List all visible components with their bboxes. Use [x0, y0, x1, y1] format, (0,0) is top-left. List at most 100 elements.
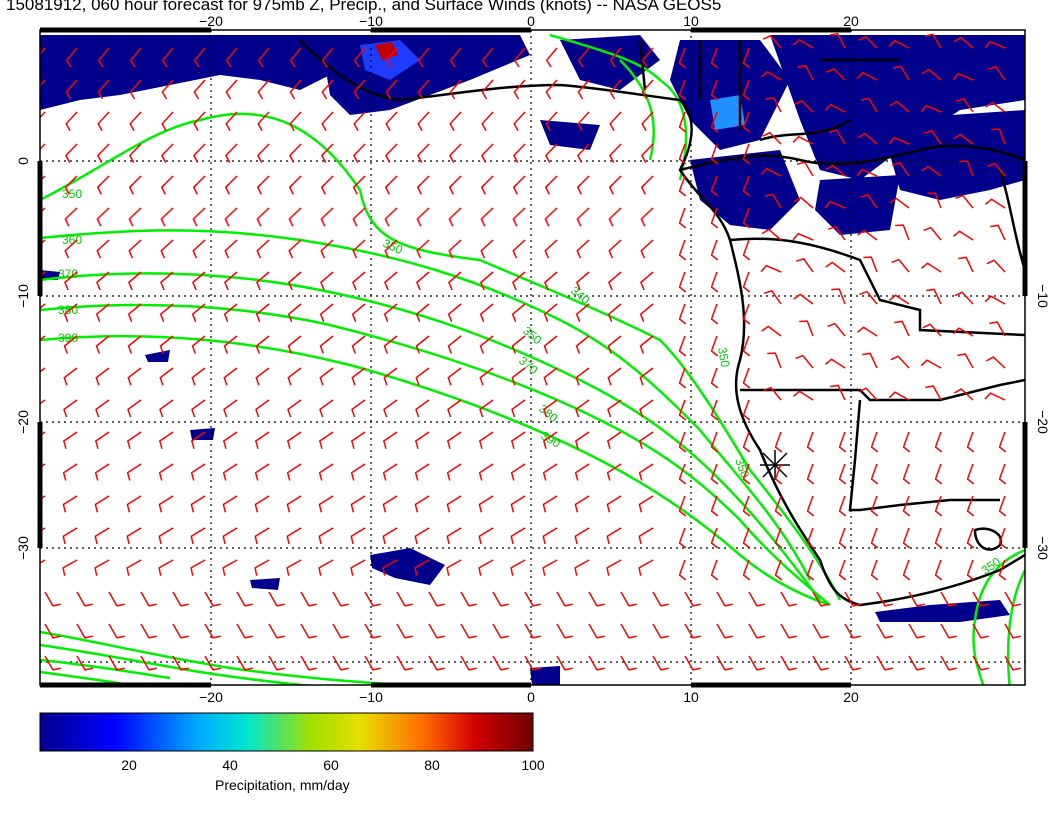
wind-barb [742, 303, 751, 325]
wind-barb [639, 303, 654, 322]
wind-barb [959, 160, 974, 177]
wind-barb [652, 591, 669, 607]
wind-barb [609, 79, 622, 100]
wind-barb [480, 143, 494, 163]
wind-barb [972, 591, 989, 607]
wind-barb [838, 559, 847, 581]
wind-barb [95, 303, 110, 322]
wind-barb [383, 303, 398, 322]
wind-barb [767, 352, 782, 369]
wind-barb [762, 131, 782, 145]
wind-barb [998, 463, 1007, 485]
lat-label: 0 [15, 157, 31, 165]
wind-barb [678, 559, 687, 581]
wind-barb [510, 527, 526, 545]
wind-barb [255, 399, 270, 418]
wind-barb [780, 623, 797, 639]
wind-barb [984, 198, 1006, 209]
wind-barb [96, 143, 110, 163]
wind-barb [479, 335, 494, 354]
wind-barb [222, 495, 238, 513]
wind-barb [510, 463, 526, 481]
wind-barb [255, 367, 270, 386]
wind-barb [513, 79, 526, 100]
wind-barb [97, 111, 110, 132]
wind-barb [236, 655, 253, 671]
wind-barb [902, 463, 911, 485]
wind-barb [158, 463, 174, 481]
wind-barb [806, 559, 815, 581]
wind-barb [428, 623, 445, 639]
wind-barb [606, 463, 622, 481]
wind-barb [793, 196, 814, 209]
wind-barb [574, 463, 590, 481]
wind-barb [990, 224, 1006, 241]
wind-barb [987, 162, 1006, 177]
contour-label: 370 [516, 354, 541, 378]
wind-barb [320, 239, 334, 259]
wind-barb [223, 303, 238, 322]
wind-barb [542, 495, 558, 513]
wind-barb [742, 431, 751, 453]
wind-barb [888, 136, 910, 145]
location-marker [760, 450, 790, 480]
wind-barb [287, 335, 302, 354]
wind-barb [921, 165, 942, 177]
wind-barb [710, 111, 719, 133]
wind-barb [159, 303, 174, 322]
lon-label: 0 [527, 689, 535, 705]
wind-barb [934, 559, 943, 581]
wind-barb [748, 623, 765, 639]
wind-barb [510, 559, 526, 576]
wind-barb [607, 271, 622, 291]
wind-barb [256, 207, 270, 227]
wind-barb [640, 207, 654, 227]
wind-barb [384, 143, 398, 163]
lon-label: −20 [199, 13, 223, 29]
wind-barb [415, 367, 430, 386]
lat-labels-right: −10 −20 −30 [1035, 284, 1051, 560]
wind-barb [984, 392, 1006, 401]
wind-barb [742, 111, 751, 133]
wind-barb [710, 143, 719, 165]
wind-barb [927, 192, 942, 209]
wind-barb [574, 527, 590, 545]
wind-barb [812, 591, 829, 607]
wind-barb [513, 47, 526, 68]
wind-barb [710, 47, 719, 69]
wind-barb [320, 143, 334, 163]
wind-barb [556, 591, 573, 607]
wind-barb [255, 335, 270, 354]
wind-barb [126, 495, 142, 513]
wind-barb [364, 623, 381, 639]
wind-barb [40, 143, 46, 151]
wind-barb [742, 495, 751, 517]
wind-barb [795, 258, 814, 273]
wind-barb [353, 79, 366, 100]
wind-barb [986, 259, 1006, 273]
wind-barb [446, 559, 462, 576]
wind-barb [478, 559, 494, 576]
wind-barb [862, 352, 878, 369]
wind-barb [382, 463, 398, 481]
wind-barb [588, 655, 605, 671]
wind-barb [353, 111, 366, 132]
wind-barb [742, 463, 751, 485]
wind-barb [742, 559, 751, 581]
wind-barb [108, 623, 125, 639]
wind-barb [319, 271, 334, 291]
wind-barb [191, 335, 206, 354]
colorbar-tick: 40 [222, 757, 238, 773]
wind-barb [940, 591, 957, 607]
wind-barb [575, 335, 590, 354]
contour-label: 360 [62, 233, 82, 247]
wind-barb [543, 303, 558, 322]
wind-barb [641, 47, 654, 68]
wind-barbs [40, 32, 1021, 671]
wind-barb [417, 79, 430, 100]
wind-barb [972, 655, 989, 671]
wind-barb [710, 527, 719, 549]
wind-barb [544, 143, 558, 163]
lon-labels-bottom: −20 −10 0 10 20 [199, 689, 859, 705]
wind-barb [924, 33, 942, 49]
